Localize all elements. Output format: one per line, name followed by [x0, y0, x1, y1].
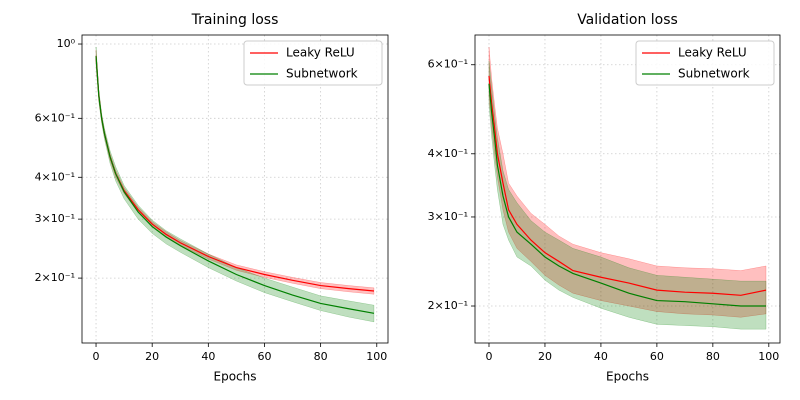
legend-label: Subnetwork [286, 67, 358, 81]
series-line [95, 56, 375, 292]
y-tick-label: 10⁰ [57, 37, 76, 50]
y-tick-label: 4×10⁻¹ [428, 147, 468, 160]
x-tick-label: 40 [201, 350, 215, 363]
series-line [488, 75, 767, 296]
axes-title: Training loss [191, 12, 279, 28]
series-line [488, 83, 767, 307]
y-tick-label: 3×10⁻¹ [428, 210, 468, 223]
spread-band [95, 46, 375, 323]
y-tick-label: 2×10⁻¹ [35, 271, 75, 284]
x-tick-label: 40 [594, 350, 608, 363]
y-tick-label: 6×10⁻¹ [35, 111, 75, 124]
spread-band [95, 49, 375, 295]
x-tick-label: 20 [538, 350, 552, 363]
x-axis-label: Epochs [214, 370, 257, 384]
legend: Leaky ReLU Subnetwork [635, 40, 775, 86]
spread-band [488, 47, 767, 318]
axes: Training loss 0 20 40 60 80 100 10⁰ 6×10⁻¹ 4×10⁻¹… [35, 12, 389, 384]
axes-frame [474, 34, 781, 344]
spread-band [488, 61, 767, 330]
x-tick-label: 20 [145, 350, 159, 363]
legend-box [243, 40, 383, 86]
y-tick-label: 6×10⁻¹ [428, 58, 468, 71]
y-tick-label: 2×10⁻¹ [428, 299, 468, 312]
y-tick-label: 4×10⁻¹ [35, 170, 75, 183]
axes-title: Validation loss [577, 12, 678, 28]
legend-box [635, 40, 775, 86]
x-tick-label: 100 [366, 350, 387, 363]
legend-label: Leaky ReLU [678, 46, 747, 60]
axes-frame [81, 34, 389, 344]
legend-label: Subnetwork [678, 67, 750, 81]
x-tick-label: 60 [650, 350, 664, 363]
x-tick-label: 80 [706, 350, 720, 363]
x-tick-label: 60 [257, 350, 271, 363]
legend: Leaky ReLU Subnetwork [243, 40, 383, 86]
x-tick-label: 80 [314, 350, 328, 363]
x-tick-label: 100 [758, 350, 779, 363]
x-tick-label: 0 [93, 350, 100, 363]
x-tick-label: 0 [485, 350, 492, 363]
x-axis-label: Epochs [606, 370, 649, 384]
legend-label: Leaky ReLU [286, 46, 355, 60]
axes: Validation loss 0 20 40 60 80 100 6×10⁻¹ 4×10⁻¹ 3… [428, 12, 781, 384]
series-line [95, 56, 375, 314]
y-tick-label: 3×10⁻¹ [35, 212, 75, 225]
